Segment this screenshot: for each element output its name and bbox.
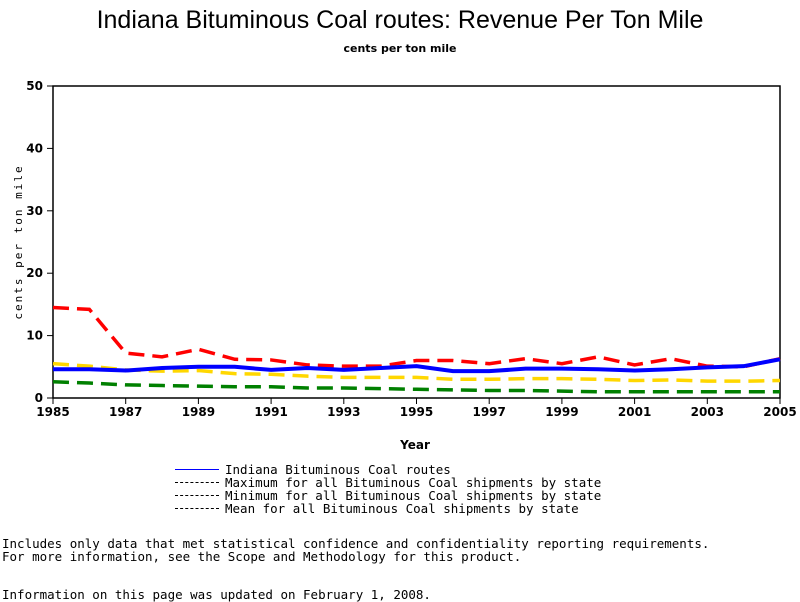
legend-entry: Indiana Bituminous Coal routes [175, 461, 451, 477]
footnote-confidence: Includes only data that met statistical … [2, 536, 710, 551]
y-axis-label: cents per ton mile [12, 164, 25, 319]
x-tick-label: 1991 [254, 405, 287, 419]
x-tick-label: 1997 [472, 405, 505, 419]
y-tick-label: 20 [26, 266, 43, 280]
x-tick-label: 1989 [182, 405, 215, 419]
x-tick-label: 1985 [36, 405, 69, 419]
legend-label: Mean for all Bituminous Coal shipments b… [225, 501, 579, 516]
x-tick-label: 1987 [109, 405, 142, 419]
y-tick-label: 10 [26, 329, 43, 343]
y-tick-label: 50 [26, 79, 43, 93]
x-tick-label: 2001 [618, 405, 651, 419]
x-tick-label: 1999 [545, 405, 578, 419]
legend-swatch [175, 482, 219, 483]
legend-label: Maximum for all Bituminous Coal shipment… [225, 475, 602, 490]
series-line-0 [53, 357, 781, 374]
x-tick-label: 2003 [691, 405, 724, 419]
legend-entry: Mean for all Bituminous Coal shipments b… [175, 500, 579, 516]
series-line-1 [52, 305, 781, 369]
updated-note: Information on this page was updated on … [2, 587, 431, 602]
chart-title: Indiana Bituminous Coal routes: Revenue … [96, 6, 704, 34]
chart-subtitle: cents per ton mile [343, 42, 457, 55]
legend-swatch [175, 508, 219, 509]
legend-entry: Minimum for all Bituminous Coal shipment… [175, 487, 602, 503]
y-tick-label: 40 [26, 141, 43, 155]
legend-swatch [175, 495, 219, 496]
x-tick-label: 2005 [763, 405, 796, 419]
y-tick-label: 0 [35, 391, 43, 405]
legend-label: Indiana Bituminous Coal routes [225, 462, 451, 477]
series-line-2 [52, 380, 780, 394]
x-tick-label: 1993 [327, 405, 360, 419]
plot-frame [52, 85, 781, 399]
x-tick-label: 1995 [400, 405, 433, 419]
x-axis-label: Year [399, 438, 430, 452]
series-line-3 [52, 361, 781, 383]
legend-entry: Maximum for all Bituminous Coal shipment… [175, 474, 602, 490]
legend-label: Minimum for all Bituminous Coal shipment… [225, 488, 602, 503]
legend-swatch [175, 469, 219, 470]
footnote-methodology: For more information, see the Scope and … [2, 549, 522, 564]
y-tick-label: 30 [26, 204, 43, 218]
line-chart: 1985 1987 1989 1991 1993 1995 1997 1999 2001 2003… [12, 79, 797, 452]
